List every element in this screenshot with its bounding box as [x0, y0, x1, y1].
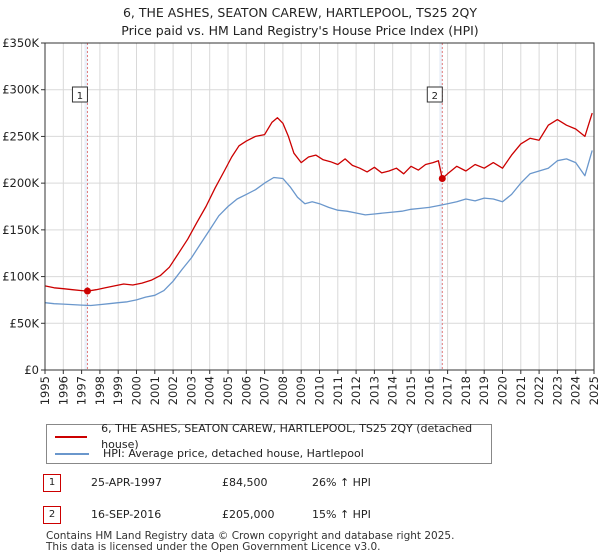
sale-shade	[84, 43, 88, 370]
price-chart: £0 £50K £100K £150K £200K £250K £300K £350K 1995…	[2, 36, 600, 405]
x-tick-label: 2005	[221, 376, 235, 405]
x-tick-label: 2013	[367, 376, 381, 405]
x-tick-label: 2014	[386, 376, 400, 405]
x-tick-label: 2017	[441, 376, 455, 405]
legend-label-price-paid: 6, THE ASHES, SEATON CAREW, HARTLEPOOL, …	[101, 422, 473, 451]
x-tick-label: 2008	[276, 376, 290, 405]
x-tick-label: 2024	[569, 376, 583, 405]
sale-shade	[439, 43, 443, 370]
x-tick-label: 2006	[239, 376, 253, 405]
x-tick-label: 2023	[550, 376, 564, 405]
sale-badge: 2	[43, 506, 61, 524]
x-tick-label: 2007	[258, 376, 272, 405]
price-paid-line	[44, 112, 593, 292]
sale-hpi-delta: 15% ↑ HPI	[312, 508, 371, 521]
x-tick-label: 2025	[587, 376, 600, 405]
sale-point	[83, 287, 91, 295]
sale-badge: 1	[43, 474, 61, 492]
x-tick-label: 1997	[75, 376, 89, 405]
sale-marker-box	[71, 86, 88, 103]
x-tick-label: 2003	[184, 376, 198, 405]
y-tick-label: £150K	[2, 223, 39, 237]
x-tick-label: 1998	[93, 376, 107, 405]
chart-title-line1: 6, THE ASHES, SEATON CAREW, HARTLEPOOL, …	[122, 5, 478, 20]
sale-price: £205,000	[222, 508, 275, 521]
x-tick-label: 2001	[148, 376, 162, 405]
x-tick-label: 2016	[422, 376, 436, 405]
sale-date: 16-SEP-2016	[91, 508, 162, 521]
y-tick-label: £300K	[2, 83, 39, 97]
x-tick-label: 2022	[532, 376, 546, 405]
y-tick-label: £100K	[2, 270, 39, 284]
x-tick-label: 2012	[349, 376, 363, 405]
legend-item-hpi: HPI: Average price, detached house, Hart…	[55, 446, 364, 462]
y-tick-label: £350K	[2, 36, 39, 50]
x-tick-label: 2002	[166, 376, 180, 405]
sale-row: 1 25-APR-1997 £84,500 26% ↑ HPI	[0, 474, 600, 496]
x-tick-label: 2000	[130, 376, 144, 405]
legend-swatch-hpi	[55, 453, 89, 455]
sale-marker-label: 2	[432, 91, 438, 102]
footer: Contains HM Land Registry data © Crown c…	[46, 531, 454, 553]
legend-swatch-price-paid	[55, 436, 88, 438]
plot-border	[44, 42, 595, 371]
x-tick-label: 2019	[477, 376, 491, 405]
x-tick-label: 2020	[496, 376, 510, 405]
x-tick-label: 2011	[331, 376, 345, 405]
hpi-line	[44, 150, 593, 307]
legend: 6, THE ASHES, SEATON CAREW, HARTLEPOOL, …	[46, 422, 492, 464]
x-tick-label: 1995	[38, 376, 52, 405]
footer-licence: This data is licensed under the Open Gov…	[46, 541, 381, 553]
x-tick-label: 2018	[459, 376, 473, 405]
y-tick-label: £50K	[10, 316, 40, 330]
x-tick-label: 2015	[404, 376, 418, 405]
y-tick-label: £0	[24, 363, 39, 377]
chart-title-line2: Price paid vs. HM Land Registry's House …	[121, 23, 479, 38]
sale-hpi-delta: 26% ↑ HPI	[312, 476, 371, 489]
chart-title: 6, THE ASHES, SEATON CAREW, HARTLEPOOL, …	[0, 4, 600, 40]
y-tick-label: £250K	[2, 129, 39, 143]
legend-label-hpi: HPI: Average price, detached house, Hart…	[103, 447, 364, 460]
x-tick-label: 2004	[203, 376, 217, 405]
sale-marker-box	[426, 86, 443, 103]
sale-date: 25-APR-1997	[91, 476, 163, 489]
y-tick-label: £200K	[2, 176, 39, 190]
sale-point	[438, 174, 446, 182]
x-tick-label: 2010	[313, 376, 327, 405]
sale-price: £84,500	[222, 476, 268, 489]
x-tick-label: 2021	[514, 376, 528, 405]
sale-row: 2 16-SEP-2016 £205,000 15% ↑ HPI	[0, 506, 600, 528]
x-tick-label: 1999	[111, 376, 125, 405]
legend-item-price-paid: 6, THE ASHES, SEATON CAREW, HARTLEPOOL, …	[55, 422, 491, 451]
sale-marker-label: 1	[77, 91, 83, 102]
x-tick-label: 1996	[56, 376, 70, 405]
x-tick-label: 2009	[294, 376, 308, 405]
footer-copyright: Contains HM Land Registry data © Crown c…	[46, 530, 455, 542]
